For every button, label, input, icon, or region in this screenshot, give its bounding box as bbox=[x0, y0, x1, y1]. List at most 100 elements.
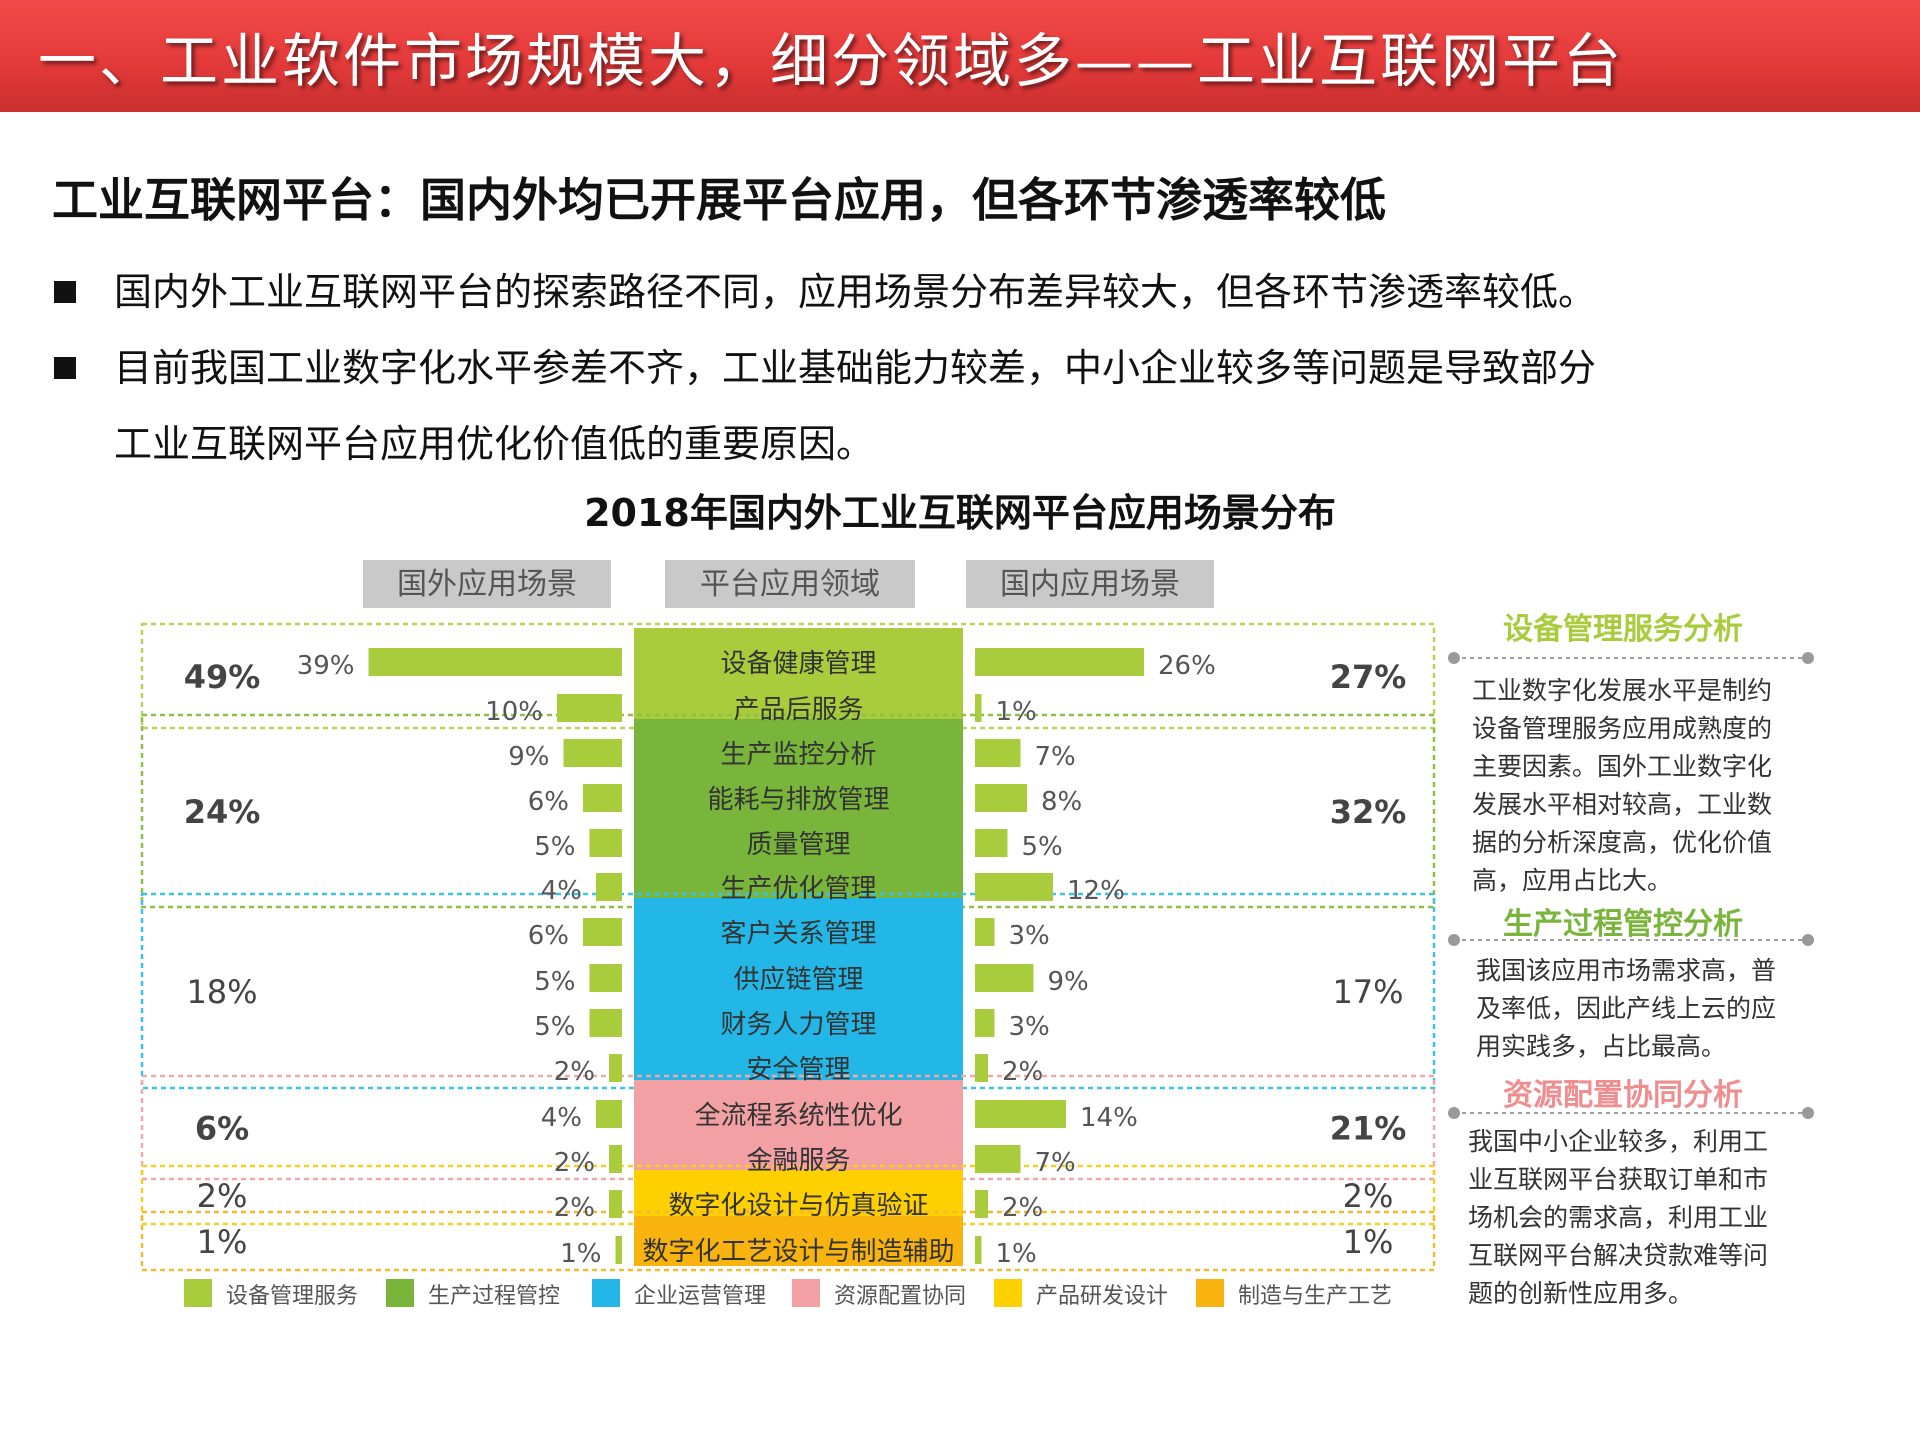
foreign-value-label: 4% bbox=[541, 1103, 582, 1133]
category-label: 能耗与排放管理 bbox=[707, 785, 889, 815]
column-header-tab bbox=[665, 560, 915, 608]
divider-dot bbox=[1448, 1107, 1460, 1119]
side-panel-text-1: 工业数字化发展水平是制约 设备管理服务应用成熟度的 主要因素。国外工业数字化 发展水… bbox=[1472, 676, 1773, 895]
domestic-value-label: 1% bbox=[996, 1239, 1037, 1269]
foreign-group-total: 1% bbox=[197, 1223, 248, 1261]
domestic-bar bbox=[975, 1190, 988, 1218]
page-title: 一、工业软件市场规模大，细分领域多——工业互联网平台 bbox=[38, 27, 1625, 95]
side-panel-title-1: 设备管理服务分析 bbox=[1503, 612, 1743, 647]
domestic-group-total: 17% bbox=[1332, 973, 1403, 1011]
column-header-label: 平台应用领域 bbox=[700, 567, 880, 602]
foreign-value-label: 5% bbox=[534, 832, 575, 862]
chart-title: 2018年国内外工业互联网平台应用场景分布 bbox=[584, 491, 1336, 535]
domestic-bar bbox=[975, 918, 995, 946]
foreign-value-label: 2% bbox=[554, 1057, 595, 1087]
legend-label: 产品研发设计 bbox=[1036, 1284, 1168, 1309]
category-label: 全流程系统性优化 bbox=[694, 1101, 902, 1131]
category-label: 数字化工艺设计与制造辅助 bbox=[642, 1237, 954, 1267]
legend-swatch bbox=[592, 1279, 620, 1307]
domestic-group-total: 21% bbox=[1330, 1110, 1407, 1148]
legend-swatch bbox=[792, 1279, 820, 1307]
category-label: 设备健康管理 bbox=[720, 649, 876, 679]
group-box bbox=[140, 892, 1436, 1090]
domestic-bar bbox=[975, 829, 1008, 857]
domestic-bar bbox=[975, 694, 982, 722]
domestic-bar bbox=[975, 739, 1021, 767]
domestic-group-total: 27% bbox=[1330, 658, 1407, 696]
foreign-bar bbox=[596, 873, 622, 901]
foreign-bar bbox=[589, 829, 622, 857]
bullet-marker bbox=[54, 281, 76, 303]
category-block bbox=[634, 1216, 963, 1266]
foreign-bar bbox=[596, 1100, 622, 1128]
domestic-value-label: 2% bbox=[1002, 1193, 1043, 1223]
category-label: 数字化设计与仿真验证 bbox=[668, 1191, 928, 1221]
foreign-bar bbox=[609, 1145, 622, 1173]
category-label: 安全管理 bbox=[746, 1055, 850, 1085]
legend-label: 制造与生产工艺 bbox=[1238, 1284, 1392, 1309]
foreign-value-label: 5% bbox=[534, 967, 575, 997]
foreign-group-total: 6% bbox=[195, 1110, 249, 1148]
bullet-marker bbox=[54, 357, 76, 379]
foreign-group-total: 18% bbox=[186, 973, 257, 1011]
bullet-text-2: 目前我国工业数字化水平参差不齐，工业基础能力较差，中小企业较多等问题是导致部分 bbox=[114, 346, 1597, 390]
foreign-value-label: 2% bbox=[554, 1148, 595, 1178]
foreign-value-label: 6% bbox=[528, 921, 569, 951]
foreign-bar bbox=[589, 964, 622, 992]
foreign-bar bbox=[609, 1054, 622, 1082]
category-block bbox=[634, 719, 963, 903]
foreign-value-label: 6% bbox=[528, 787, 569, 817]
title-banner: 一、工业软件市场规模大，细分领域多——工业互联网平台 bbox=[0, 0, 1920, 112]
foreign-value-label: 9% bbox=[508, 742, 549, 772]
category-label: 生产优化管理 bbox=[720, 874, 876, 904]
foreign-group-total: 49% bbox=[184, 658, 261, 696]
group-box bbox=[140, 713, 1436, 909]
group-box bbox=[140, 1074, 1436, 1181]
domestic-bar bbox=[975, 1100, 1066, 1128]
domestic-value-label: 1% bbox=[996, 697, 1037, 727]
section-subtitle: 工业互联网平台：国内外均已开展平台应用，但各环节渗透率较低 bbox=[52, 173, 1386, 227]
legend-label: 资源配置协同 bbox=[834, 1284, 966, 1309]
legend-swatch bbox=[994, 1279, 1022, 1307]
legend-label: 企业运营管理 bbox=[634, 1284, 766, 1309]
domestic-group-total: 1% bbox=[1343, 1223, 1394, 1261]
legend-label: 设备管理服务 bbox=[226, 1284, 358, 1309]
category-label: 产品后服务 bbox=[733, 695, 863, 725]
side-panel-text-3: 我国中小企业较多，利用工 业互联网平台获取订单和市 场机会的需求高，利用工业 互联网… bbox=[1468, 1127, 1769, 1308]
category-label: 财务人力管理 bbox=[720, 1010, 876, 1040]
legend-swatch bbox=[184, 1279, 212, 1307]
side-panel-title-3: 资源配置协同分析 bbox=[1503, 1078, 1743, 1113]
domestic-value-label: 9% bbox=[1048, 967, 1089, 997]
side-panel-text-2: 我国该应用市场需求高，普 及率低，因此产线上云的应 用实践多，占比最高。 bbox=[1476, 956, 1777, 1061]
foreign-bar bbox=[557, 694, 622, 722]
domestic-bar bbox=[975, 784, 1027, 812]
bullet-text-2-cont: 工业互联网平台应用优化价值低的重要原因。 bbox=[114, 422, 875, 466]
foreign-bar bbox=[609, 1190, 622, 1218]
category-block bbox=[634, 1080, 963, 1175]
domestic-value-label: 2% bbox=[1002, 1057, 1043, 1087]
category-label: 生产监控分析 bbox=[720, 740, 876, 770]
foreign-value-label: 2% bbox=[554, 1193, 595, 1223]
column-header-label: 国外应用场景 bbox=[397, 567, 577, 602]
category-label: 质量管理 bbox=[746, 830, 850, 860]
category-label: 供应链管理 bbox=[733, 965, 863, 995]
bullet-text-1: 国内外工业互联网平台的探索路径不同，应用场景分布差异较大，但各环节渗透率较低。 bbox=[114, 270, 1597, 314]
foreign-value-label: 1% bbox=[560, 1239, 601, 1269]
foreign-value-label: 4% bbox=[541, 876, 582, 906]
foreign-bar bbox=[583, 918, 622, 946]
legend-swatch bbox=[1196, 1279, 1224, 1307]
divider-dot bbox=[1448, 934, 1460, 946]
domestic-value-label: 3% bbox=[1009, 1012, 1050, 1042]
domestic-bar bbox=[975, 1009, 995, 1037]
domestic-bar bbox=[975, 1236, 982, 1264]
foreign-bar bbox=[583, 784, 622, 812]
domestic-group-total: 32% bbox=[1330, 793, 1407, 831]
domestic-group-total: 2% bbox=[1343, 1177, 1394, 1215]
column-header-label: 国内应用场景 bbox=[1000, 567, 1180, 602]
foreign-group-total: 2% bbox=[197, 1177, 248, 1215]
foreign-bar bbox=[563, 739, 622, 767]
foreign-bar bbox=[589, 1009, 622, 1037]
category-label: 金融服务 bbox=[746, 1146, 850, 1176]
legend-swatch bbox=[386, 1279, 414, 1307]
